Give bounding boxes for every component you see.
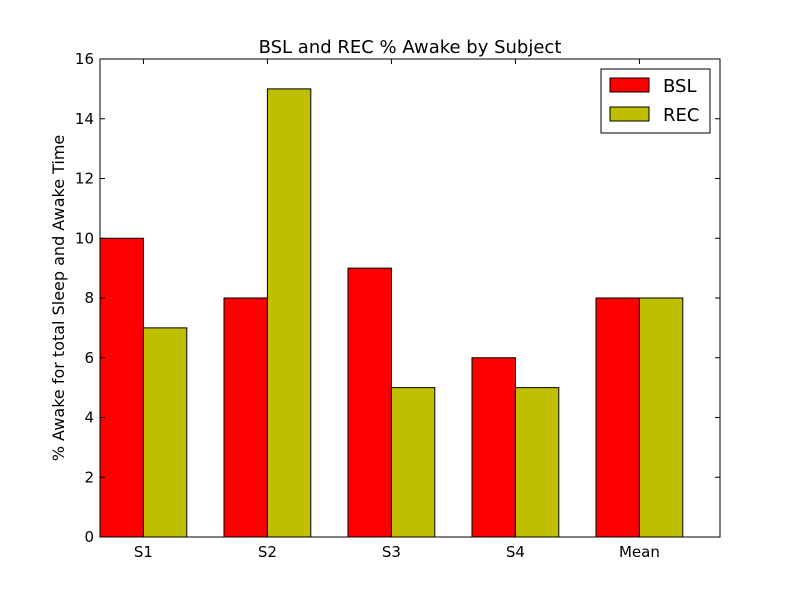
y-tick-label: 6 <box>84 349 94 367</box>
legend-swatch-rec <box>609 106 650 122</box>
legend: BSL REC <box>600 68 711 134</box>
ticks-group: S1 S2 S3 S4 Mean 0 2 4 6 8 10 12 14 16 <box>75 50 720 561</box>
x-tick-label: S3 <box>382 543 401 561</box>
bar-bsl-s1 <box>99 237 144 538</box>
legend-label-bsl: BSL <box>663 76 697 97</box>
bar-rec-s1 <box>142 327 188 538</box>
y-tick-label: 14 <box>75 110 94 128</box>
x-tick-label: S1 <box>134 543 153 561</box>
y-tick-label: 8 <box>84 289 94 307</box>
bar-rec-s4 <box>514 387 560 538</box>
chart-title: BSL and REC % Awake by Subject <box>259 37 562 58</box>
x-tick-label: Mean <box>619 543 660 561</box>
y-tick-label: 12 <box>75 170 94 188</box>
bar-bsl-s3 <box>347 267 392 538</box>
x-tick-label: S4 <box>506 543 525 561</box>
legend-swatch-bsl <box>609 77 650 93</box>
y-tick-label: 0 <box>84 528 94 546</box>
y-tick-label: 4 <box>84 409 94 427</box>
x-tick-label: S2 <box>258 543 277 561</box>
bar-bsl-s4 <box>471 357 516 538</box>
y-tick-label: 10 <box>75 229 94 247</box>
y-tick-label: 2 <box>84 468 94 486</box>
y-axis-label: % Awake for total Sleep and Awake Time <box>49 135 68 462</box>
bar-rec-mean <box>638 297 684 538</box>
bars-group <box>99 88 684 538</box>
bar-bsl-s2 <box>223 297 268 538</box>
y-tick-label: 16 <box>75 50 94 68</box>
plot-frame <box>99 58 721 538</box>
bar-rec-s2 <box>266 88 312 538</box>
bar-bsl-mean <box>595 297 640 538</box>
bar-rec-s3 <box>390 387 436 538</box>
legend-label-rec: REC <box>663 105 699 126</box>
